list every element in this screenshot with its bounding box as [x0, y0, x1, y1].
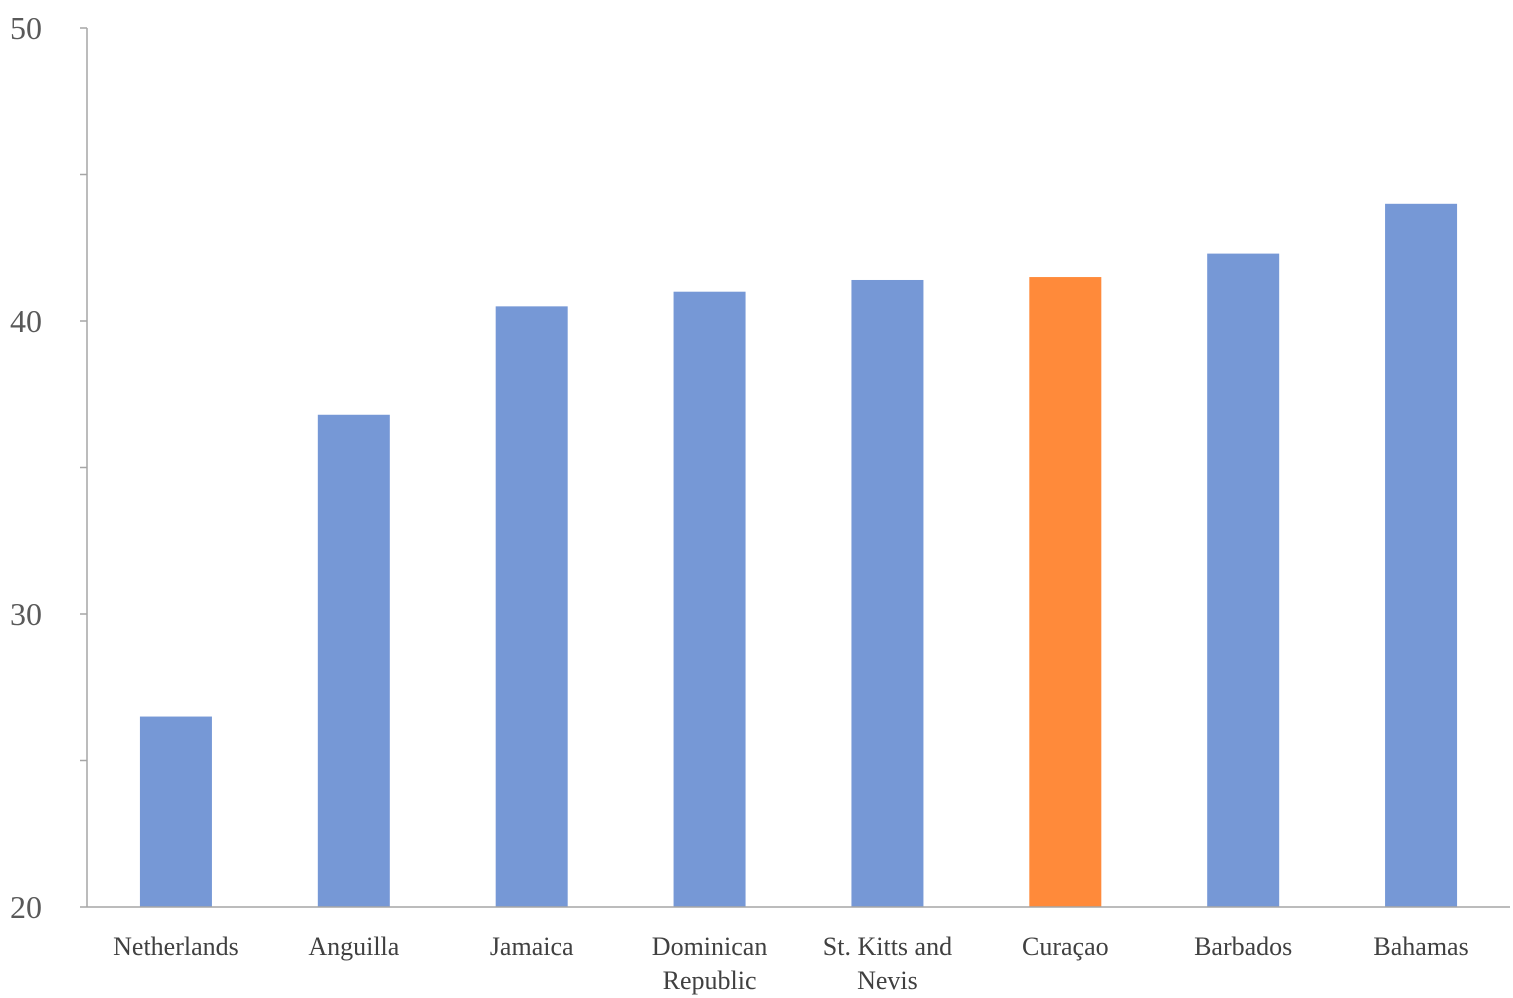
- x-category-label: St. Kitts and Nevis: [823, 932, 952, 995]
- y-tick-label: 50: [10, 10, 42, 46]
- x-category-label-line: Jamaica: [490, 932, 574, 961]
- bar: [495, 306, 568, 908]
- y-axis-ticks: [80, 27, 87, 908]
- x-category-label: Dominican Republic: [652, 932, 768, 995]
- bar: [317, 414, 390, 907]
- bar: [1029, 277, 1102, 907]
- x-axis-category-labels: Netherlands Anguilla Jamaica Dominican Repub…: [113, 932, 1469, 995]
- x-category-label-line: Bahamas: [1373, 932, 1468, 961]
- x-category-label: Jamaica: [490, 932, 574, 961]
- x-category-label-line: St. Kitts and: [823, 932, 952, 961]
- bar: [1207, 253, 1280, 908]
- x-category-label: Curaçao: [1022, 932, 1109, 961]
- x-category-label-line: Dominican: [652, 932, 768, 961]
- bar: [139, 716, 212, 907]
- x-category-label-line: Barbados: [1194, 932, 1292, 961]
- bar: [673, 291, 746, 907]
- x-category-label-line: Netherlands: [113, 932, 239, 961]
- x-category-label: Bahamas: [1373, 932, 1468, 961]
- y-axis-tick-labels: 20 30 40 50: [10, 10, 42, 925]
- x-category-label-line: Nevis: [857, 966, 918, 995]
- x-category-label: Netherlands: [113, 932, 239, 961]
- y-tick-label: 30: [10, 596, 42, 632]
- bar: [851, 279, 924, 908]
- bars: [139, 203, 1458, 908]
- y-tick-label: 20: [10, 889, 42, 925]
- x-category-label: Anguilla: [308, 932, 399, 961]
- bar: [1385, 203, 1458, 908]
- x-category-label: Barbados: [1194, 932, 1292, 961]
- x-category-label-line: Anguilla: [308, 932, 399, 961]
- y-tick-label: 40: [10, 303, 42, 339]
- x-category-label-line: Curaçao: [1022, 932, 1109, 961]
- x-category-label-line: Republic: [663, 966, 757, 995]
